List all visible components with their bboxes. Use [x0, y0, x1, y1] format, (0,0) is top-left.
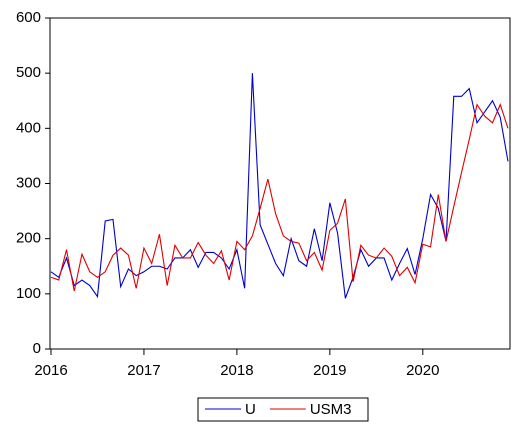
series-line — [50, 103, 509, 292]
plot-area — [50, 73, 509, 299]
y-tick-label: 300 — [16, 174, 41, 191]
x-tick-label: 2016 — [34, 362, 67, 379]
plot-frame — [49, 17, 511, 350]
y-tick-label: 200 — [16, 230, 41, 247]
y-tick-label: 0 — [33, 340, 41, 357]
y-tick-label: 400 — [16, 119, 41, 136]
legend-label: USM3 — [310, 401, 352, 418]
x-tick-label: 2017 — [127, 362, 160, 379]
legend-label: U — [245, 401, 256, 418]
x-tick-label: 2019 — [313, 362, 346, 379]
y-tick-label: 600 — [16, 9, 41, 26]
series-line — [50, 73, 509, 299]
y-tick-label: 100 — [16, 285, 41, 302]
y-tick-label: 500 — [16, 64, 41, 81]
x-tick-label: 2018 — [220, 362, 253, 379]
x-tick-label: 2020 — [406, 362, 439, 379]
